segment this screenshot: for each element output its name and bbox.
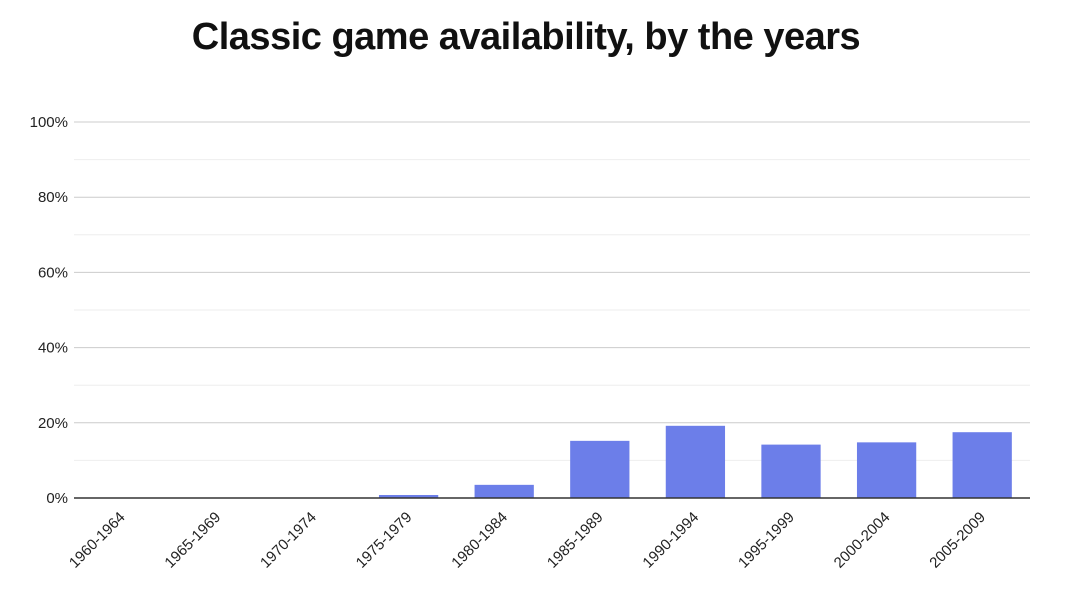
bars (378, 425, 1012, 498)
bar-2005-2009 (952, 432, 1012, 498)
bar-1980-1984 (474, 484, 534, 498)
x-axis-ticks: 1960-1964 1965-1969 1970-1974 1975-1979 1980… (66, 509, 989, 572)
x-tick-label: 2000-2004 (831, 509, 894, 572)
y-tick-label: 80% (38, 189, 68, 206)
bar-1990-1994 (665, 425, 726, 498)
x-tick-label: 2005-2009 (926, 509, 989, 572)
bar-1995-1999 (761, 444, 821, 498)
bar-1985-1989 (570, 440, 630, 498)
x-tick-label: 1975-1979 (353, 509, 416, 572)
x-tick-label: 1985-1989 (544, 509, 607, 572)
x-tick-label: 1960-1964 (66, 509, 129, 572)
y-axis-ticks: 0% 20% 40% 60% 80% 100% (30, 114, 68, 507)
gridlines (74, 121, 1030, 461)
chart-title: Classic game availability, by the years (191, 16, 861, 58)
y-tick-label: 0% (46, 490, 68, 507)
x-tick-label: 1995-1999 (735, 509, 798, 572)
y-tick-label: 20% (38, 415, 68, 432)
bar-1975-1979 (378, 494, 439, 498)
x-tick-label: 1990-1994 (639, 509, 702, 572)
x-tick-label: 1970-1974 (257, 509, 320, 572)
x-tick-label: 1980-1984 (448, 509, 511, 572)
x-tick-label: 1965-1969 (161, 509, 224, 572)
y-tick-label: 100% (30, 114, 68, 131)
y-tick-label: 40% (38, 340, 68, 357)
y-tick-label: 60% (38, 264, 68, 281)
bar-2000-2004 (856, 442, 917, 498)
